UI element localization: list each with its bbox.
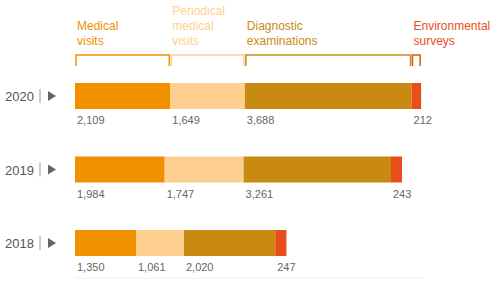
legend-bracket (246, 55, 411, 66)
data-label: 212 (414, 114, 432, 126)
category-divider (40, 236, 41, 250)
category-divider (40, 89, 41, 103)
bar-segment (244, 157, 391, 183)
legend-bracket (413, 55, 421, 66)
bar-segment (75, 230, 136, 256)
bar-segment (170, 83, 245, 109)
category-label: 2019 (5, 163, 34, 178)
data-label: 1,649 (172, 114, 200, 126)
legend-entry: Diagnostic examinations (247, 19, 318, 49)
category-label: 2018 (5, 236, 34, 251)
category-marker (48, 238, 56, 248)
data-label: 3,261 (246, 188, 274, 200)
x-axis-line (75, 278, 423, 279)
legend-bracket (76, 55, 169, 66)
labels: 2020 2,109 1,649 3,688 212 2019 1,984 1,747 3,26… (5, 55, 432, 273)
bar-segment (75, 157, 165, 183)
bar-segment (136, 230, 184, 256)
category-label: 2020 (5, 89, 34, 104)
data-label: 1,350 (77, 261, 105, 273)
bar-segment (245, 83, 412, 109)
data-label: 2,020 (186, 261, 214, 273)
legend-bracket (171, 55, 244, 66)
data-label: 247 (277, 261, 295, 273)
category-marker (48, 91, 56, 101)
bars (75, 83, 421, 256)
category-marker (48, 165, 56, 175)
legend-entry: Periodical medical visits (172, 4, 225, 49)
bar-segment (275, 230, 286, 256)
data-label: 1,747 (167, 188, 195, 200)
data-label: 243 (393, 188, 411, 200)
bar-segment (391, 157, 402, 183)
data-label: 3,688 (247, 114, 275, 126)
data-label: 1,984 (77, 188, 105, 200)
data-label: 1,061 (138, 261, 166, 273)
category-divider (40, 163, 41, 177)
bar-segment (412, 83, 422, 109)
bar-segment (75, 83, 170, 109)
bar-segment (184, 230, 275, 256)
data-label: 2,109 (77, 114, 105, 126)
legend-entry: Medical visits (77, 19, 118, 49)
legend-entry: Environmental surveys (414, 19, 491, 49)
bar-segment (165, 157, 244, 183)
chart: 2020 2,109 1,649 3,688 212 2019 1,984 1,747 3,26… (0, 0, 501, 282)
